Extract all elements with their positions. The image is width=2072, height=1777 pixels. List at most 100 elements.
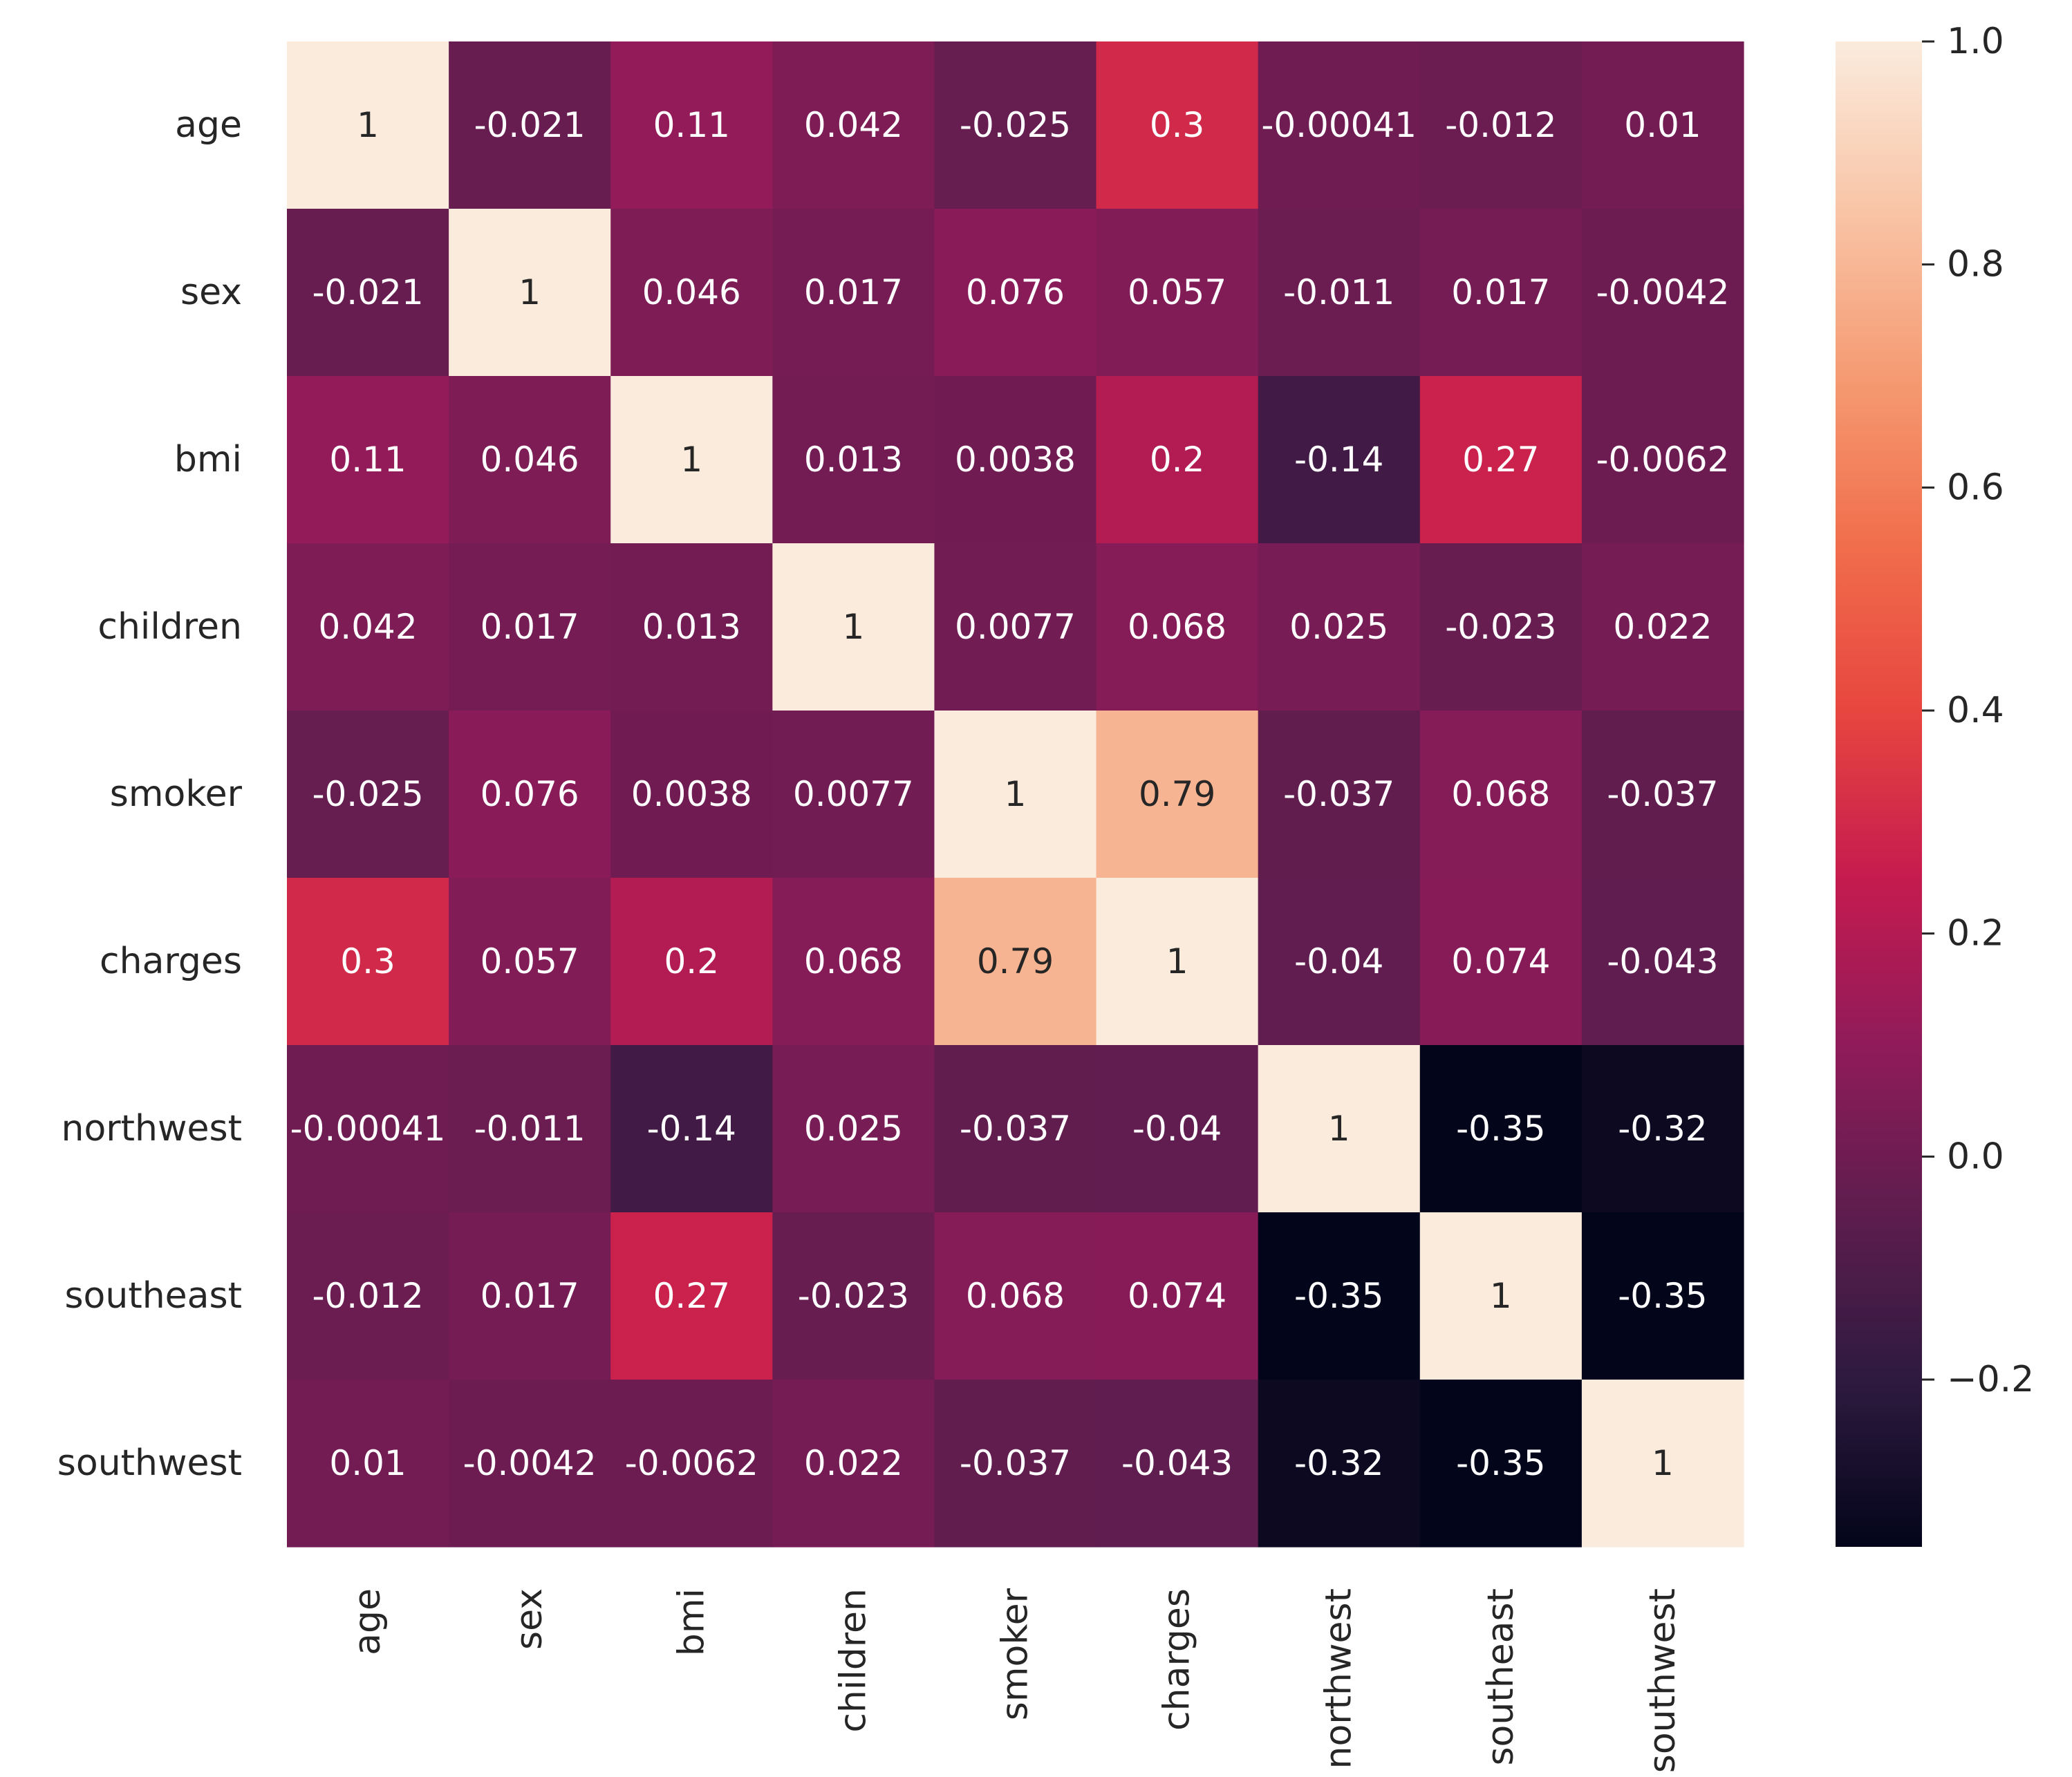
column-label-bmi: bmi (671, 1588, 712, 1656)
heatmap-cell-age-charges (1096, 41, 1259, 209)
colorbar-tick-label: −0.2 (1947, 1359, 2034, 1400)
heatmap-cell-southwest-southeast (1419, 1380, 1583, 1548)
cell-annotation-southwest-northwest: -0.32 (1294, 1443, 1383, 1483)
cell-annotation-southeast-sex: 0.017 (480, 1276, 579, 1316)
cell-annotation-sex-southwest: -0.0042 (1596, 272, 1729, 312)
colorbar-tick-label: 1.0 (1947, 21, 2004, 62)
cell-annotation-southwest-children: 0.022 (804, 1443, 903, 1483)
heatmap-cell-children-smoker (934, 543, 1097, 711)
cell-annotation-smoker-charges: 0.79 (1139, 774, 1215, 814)
colorbar-tick-label: 0.0 (1947, 1136, 2004, 1177)
heatmap-cell-age-bmi (610, 41, 773, 209)
cell-annotation-charges-sex: 0.057 (480, 941, 579, 981)
cell-annotation-northwest-charges: -0.04 (1132, 1109, 1222, 1149)
heatmap-cell-northwest-southeast (1419, 1045, 1583, 1213)
heatmap-cell-age-southeast (1419, 41, 1583, 209)
row-label-age: age (175, 104, 242, 146)
cell-annotation-smoker-bmi: 0.0038 (631, 774, 752, 814)
cell-annotation-smoker-smoker: 1 (1005, 774, 1027, 814)
cell-annotation-children-southeast: -0.023 (1445, 607, 1556, 647)
heatmap-cell-bmi-children (772, 376, 935, 544)
cell-annotation-sex-southeast: 0.017 (1451, 272, 1550, 312)
heatmap-cell-bmi-southeast (1419, 376, 1583, 544)
heatmap-cell-southwest-children (772, 1380, 935, 1548)
heatmap-cell-smoker-southwest (1581, 711, 1744, 878)
column-label-northwest: northwest (1318, 1588, 1360, 1769)
cell-annotation-children-children: 1 (842, 607, 864, 647)
heatmap-cell-age-sex (449, 41, 611, 209)
cell-annotation-northwest-children: 0.025 (804, 1109, 903, 1149)
cell-annotation-charges-northwest: -0.04 (1294, 941, 1383, 981)
heatmap-cell-children-age (287, 543, 449, 711)
heatmap-cell-northwest-northwest (1258, 1045, 1421, 1213)
column-labels: age sex bmi children smoker charges northwest s… (347, 1588, 1683, 1773)
cell-annotation-charges-children: 0.068 (804, 941, 903, 981)
heatmap-cell-smoker-children (772, 711, 935, 878)
column-label-smoker: smoker (995, 1588, 1036, 1720)
cell-annotation-bmi-southeast: 0.27 (1462, 440, 1539, 480)
cell-annotation-southeast-northwest: -0.35 (1294, 1276, 1383, 1316)
heatmap-cell-charges-age (287, 878, 449, 1046)
heatmap-cell-sex-southwest (1581, 209, 1744, 377)
heatmap-cell-bmi-sex (449, 376, 611, 544)
cell-annotation-southeast-southeast: 1 (1490, 1276, 1512, 1316)
cell-annotation-northwest-southeast: -0.35 (1456, 1109, 1545, 1149)
heatmap-cell-children-bmi (610, 543, 773, 711)
column-label-children: children (832, 1588, 874, 1733)
heatmap-cell-smoker-northwest (1258, 711, 1421, 878)
row-label-northwest: northwest (62, 1108, 243, 1149)
heatmap-cell-smoker-southeast (1419, 711, 1583, 878)
cell-annotation-age-southwest: 0.01 (1624, 105, 1701, 145)
cell-annotation-children-sex: 0.017 (480, 607, 579, 647)
cell-annotation-northwest-northwest: 1 (1328, 1109, 1350, 1149)
column-label-southeast: southeast (1480, 1588, 1522, 1766)
heatmap-cell-bmi-northwest (1258, 376, 1421, 544)
heatmap-cell-charges-southeast (1419, 878, 1583, 1046)
cell-annotation-northwest-smoker: -0.037 (960, 1109, 1071, 1149)
heatmap-cell-age-southwest (1581, 41, 1744, 209)
cell-annotation-sex-age: -0.021 (312, 272, 423, 312)
cell-annotation-children-southwest: 0.022 (1613, 607, 1712, 647)
colorbar-gradient (1836, 41, 1922, 1547)
cell-annotation-charges-bmi: 0.2 (664, 941, 720, 981)
cell-annotation-bmi-northwest: -0.14 (1294, 440, 1383, 480)
heatmap-cell-children-southwest (1581, 543, 1744, 711)
row-label-smoker: smoker (110, 773, 243, 815)
row-label-bmi: bmi (174, 439, 242, 480)
row-label-southeast: southeast (64, 1275, 242, 1317)
heatmap-cell-northwest-southwest (1581, 1045, 1744, 1213)
cell-annotation-charges-southeast: 0.074 (1451, 941, 1550, 981)
heatmap-cell-sex-children (772, 209, 935, 377)
column-label-age: age (347, 1588, 389, 1655)
cell-annotation-age-charges: 0.3 (1150, 105, 1205, 145)
cell-annotation-age-sex: -0.021 (474, 105, 586, 145)
cell-annotation-sex-smoker: 0.076 (966, 272, 1065, 312)
cell-annotation-children-age: 0.042 (318, 607, 417, 647)
cell-annotation-bmi-bmi: 1 (680, 440, 702, 480)
cell-annotation-southeast-age: -0.012 (312, 1276, 423, 1316)
cell-annotation-charges-age: 0.3 (340, 941, 395, 981)
heatmap-cell-southwest-northwest (1258, 1380, 1421, 1548)
heatmap-cell-smoker-age (287, 711, 449, 878)
cell-annotation-northwest-sex: -0.011 (474, 1109, 586, 1149)
heatmap-cell-southeast-northwest (1258, 1212, 1421, 1380)
heatmap-cell-children-sex (449, 543, 611, 711)
colorbar-tick-label: 0.2 (1947, 913, 2004, 955)
heatmap-cell-charges-bmi (610, 878, 773, 1046)
cell-annotation-northwest-bmi: -0.14 (647, 1109, 736, 1149)
heatmap-cell-northwest-smoker (934, 1045, 1097, 1213)
cell-annotation-smoker-age: -0.025 (312, 774, 423, 814)
heatmap-cell-smoker-bmi (610, 711, 773, 878)
cell-annotation-charges-southwest: -0.043 (1607, 941, 1718, 981)
column-label-charges: charges (1157, 1588, 1198, 1731)
cell-annotation-southwest-southeast: -0.35 (1456, 1443, 1545, 1483)
cell-annotation-age-children: 0.042 (804, 105, 903, 145)
cell-annotation-age-southeast: -0.012 (1445, 105, 1556, 145)
row-label-southwest: southwest (57, 1442, 242, 1484)
heatmap-cell-northwest-bmi (610, 1045, 773, 1213)
heatmap-cell-southwest-smoker (934, 1380, 1097, 1548)
heatmap-cell-charges-sex (449, 878, 611, 1046)
heatmap-cell-sex-southeast (1419, 209, 1583, 377)
heatmap-cell-northwest-children (772, 1045, 935, 1213)
colorbar-tick-label: 0.4 (1947, 690, 2004, 731)
